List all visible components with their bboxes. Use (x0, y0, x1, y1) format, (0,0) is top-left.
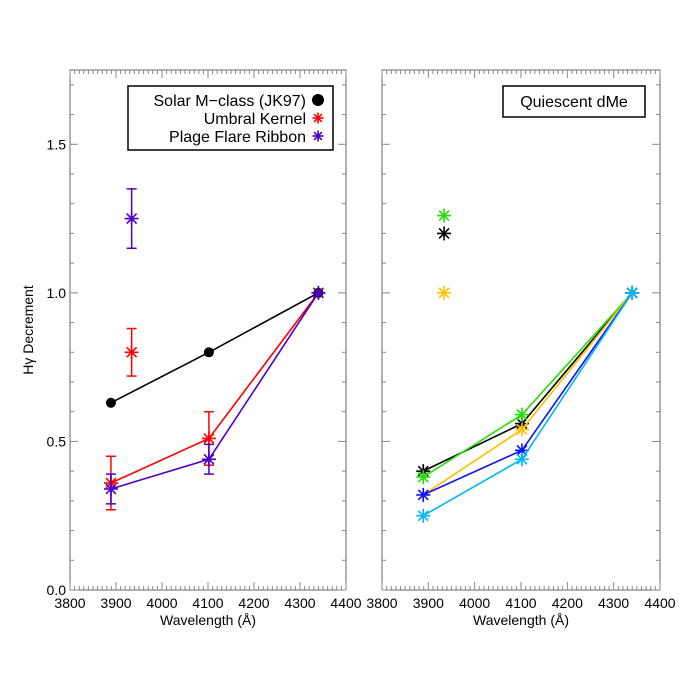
x-axis-label-right: Wavelength (Å) (473, 612, 569, 628)
series-line (110, 292, 319, 404)
asterisk-stroke (126, 346, 138, 358)
series-line (422, 292, 633, 472)
y-tick-label: 1.5 (47, 136, 67, 152)
asterisk-stroke (516, 453, 528, 465)
series-line (422, 292, 633, 496)
data-point (437, 285, 452, 300)
x-tick-label: 3900 (413, 595, 444, 611)
x-tick-label: 3800 (54, 595, 85, 611)
data-point (625, 285, 640, 300)
data-point (514, 407, 529, 422)
legend-markers (312, 94, 324, 142)
legend-box (502, 85, 646, 118)
data-point (416, 508, 431, 523)
data-point (201, 452, 216, 467)
asterisk-stroke (203, 453, 215, 465)
y-tick-label: 1.0 (47, 285, 67, 301)
x-tick-label: 4100 (192, 595, 223, 611)
y-axis-label: Hγ Decrement (20, 285, 36, 375)
x-tick-label: 4000 (459, 595, 490, 611)
left-panel: 3800 3900 4000 4100 4200 4300 4400 0.0 0.5 1.0 1.5 (47, 69, 362, 611)
asterisk-stroke (516, 409, 528, 421)
x-tick-label: 4200 (238, 595, 269, 611)
x-axis-label-left: Wavelength (Å) (160, 612, 256, 628)
data-point (203, 347, 214, 358)
data-point (311, 285, 326, 300)
data-point (437, 208, 452, 223)
data-point (514, 452, 529, 467)
asterisk-stroke (417, 471, 429, 483)
asterisk-stroke (516, 424, 528, 436)
right-panel: 3800 3900 4000 4100 4200 4300 4400 (366, 69, 676, 611)
series-line (422, 292, 633, 496)
data-point (514, 422, 529, 437)
series-line (110, 292, 320, 484)
legend-left: Solar M−class (JK97) Umbral Kernel Plage… (127, 85, 334, 151)
asterisk-stroke (313, 113, 323, 123)
x-tick-label: 4200 (552, 595, 583, 611)
asterisk-stroke (105, 483, 117, 495)
data-point (201, 431, 216, 446)
x-tick-label: 3800 (366, 595, 397, 611)
asterisk-stroke (126, 213, 138, 225)
x-tick-label: 4300 (284, 595, 315, 611)
legend-label-solar: Solar M−class (JK97) (154, 93, 307, 110)
legend-marker-plage (312, 130, 324, 142)
asterisk-stroke (626, 287, 638, 299)
x-tick-label: 3900 (100, 595, 131, 611)
x-tick-label: 4000 (146, 595, 177, 611)
x-tick-label: 4400 (330, 595, 361, 611)
legend-box (127, 85, 334, 151)
legend-marker-umbral (312, 112, 324, 124)
data-point (103, 481, 118, 496)
data-point (124, 345, 139, 360)
legend-right: Quiescent dMe (502, 85, 646, 118)
data-point (437, 226, 452, 241)
data-point (416, 470, 431, 485)
asterisk-stroke (417, 489, 429, 501)
data-point (416, 487, 431, 502)
y-tick-label: 0.5 (47, 433, 67, 449)
asterisk-stroke (438, 287, 450, 299)
legend-label-plage: Plage Flare Ribbon (169, 129, 306, 146)
legend-label-umbral: Umbral Kernel (204, 111, 306, 128)
asterisk-stroke (312, 287, 324, 299)
data-point (124, 211, 139, 226)
asterisk-stroke (438, 210, 450, 222)
asterisk-stroke (417, 510, 429, 522)
asterisk-stroke (516, 444, 528, 456)
asterisk-stroke (313, 131, 323, 141)
asterisk-stroke (438, 227, 450, 239)
x-tick-label: 4400 (644, 595, 675, 611)
panel-title-quiescent: Quiescent dMe (520, 94, 628, 111)
series-line (422, 292, 633, 517)
asterisk-stroke (203, 432, 215, 444)
y-tick-label: 0.0 (47, 582, 67, 598)
legend-marker-solar (312, 94, 324, 106)
x-tick-label: 4100 (505, 595, 536, 611)
data-point (105, 397, 116, 408)
x-tick-label: 4300 (598, 595, 629, 611)
